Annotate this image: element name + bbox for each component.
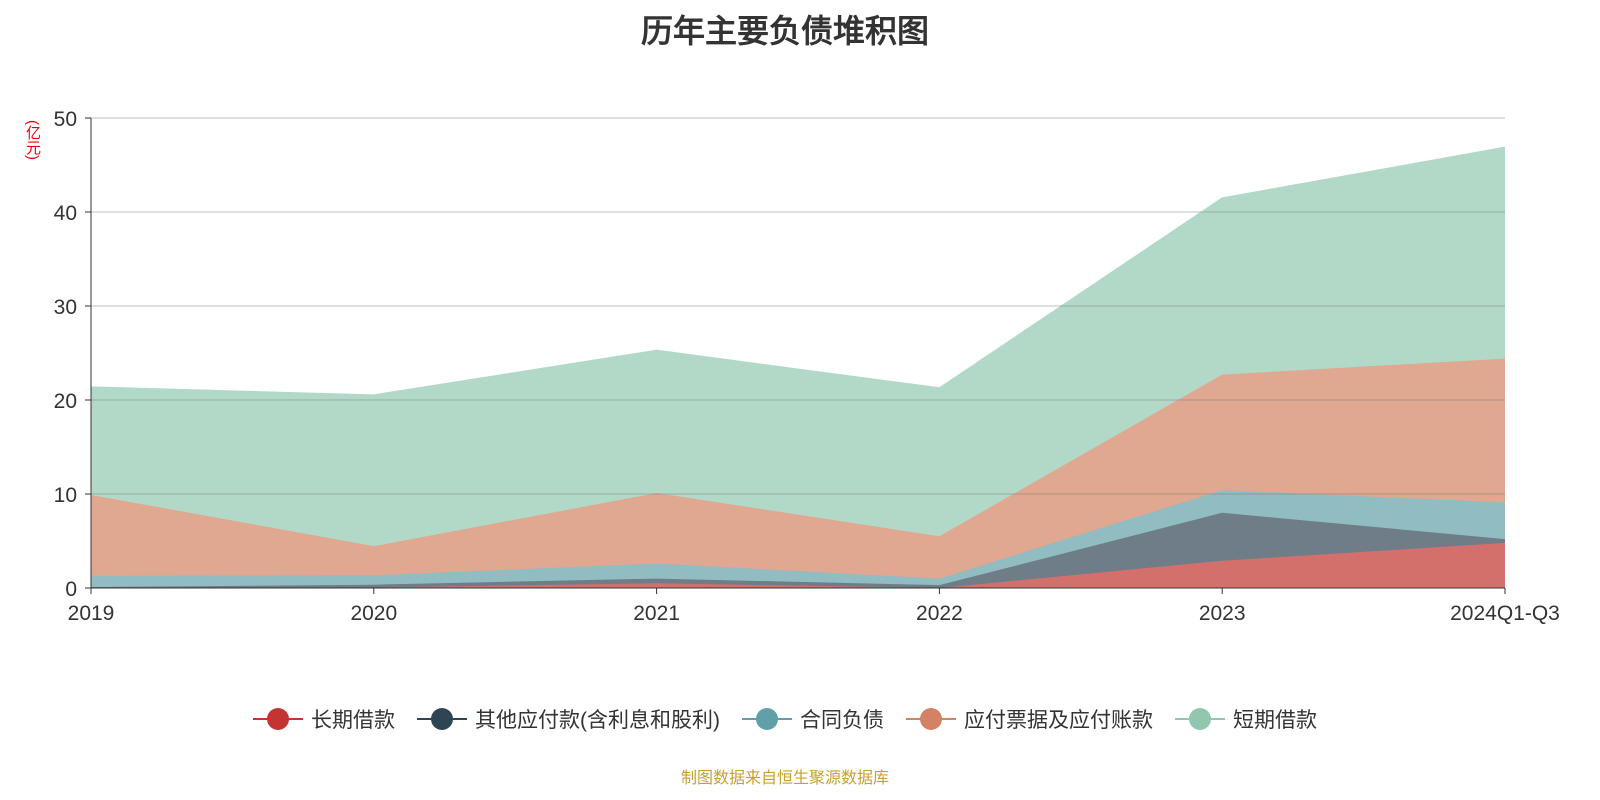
line-短期借款 — [90, 146, 1506, 396]
legend-label: 短期借款 — [1233, 709, 1317, 732]
legend-marker-icon — [1175, 707, 1225, 731]
x-tick-label: 2020 — [350, 602, 397, 625]
legend-label: 合同负债 — [800, 709, 884, 732]
legend-item[interactable]: 长期借款 — [253, 704, 395, 734]
x-tick-label: 2023 — [1199, 602, 1246, 625]
y-tick-label: 20 — [54, 390, 77, 413]
x-tick-label: 2022 — [916, 602, 963, 625]
area-长期借款 — [91, 542, 1505, 588]
legend-marker-icon — [906, 707, 956, 731]
area-应付票据及应付账款 — [91, 358, 1505, 579]
y-tick-label: 30 — [54, 296, 77, 319]
y-tick-label: 40 — [54, 202, 77, 225]
legend-item[interactable]: 合同负债 — [742, 704, 884, 734]
area-合同负债 — [91, 490, 1505, 588]
area-短期借款 — [91, 147, 1505, 547]
legend-marker-icon — [417, 707, 467, 731]
data-source: 制图数据来自恒生聚源数据库 — [680, 770, 889, 787]
legend-label: 其他应付款(含利息和股利) — [475, 709, 720, 732]
legend-marker-icon — [253, 707, 303, 731]
legend-label: 长期借款 — [311, 709, 395, 732]
legend-marker-icon — [742, 707, 792, 731]
x-tick-label: 2019 — [68, 602, 115, 625]
y-tick-label: 0 — [65, 578, 77, 601]
area-其他应付款(含利息和股利) — [91, 512, 1505, 588]
y-axis-unit: (亿元) — [24, 120, 41, 160]
x-tick-label: 2021 — [633, 602, 680, 625]
legend: 长期借款 其他应付款(含利息和股利) 合同负债 应付票据及应付账款 短期借款 — [0, 704, 1570, 734]
legend-item[interactable]: 其他应付款(含利息和股利) — [417, 704, 720, 734]
y-tick-label: 10 — [54, 484, 77, 507]
legend-item[interactable]: 应付票据及应付账款 — [906, 704, 1153, 734]
y-tick-label: 50 — [54, 108, 77, 131]
legend-item[interactable]: 短期借款 — [1175, 704, 1317, 734]
chart-title: 历年主要负债堆积图 — [640, 13, 929, 49]
legend-label: 应付票据及应付账款 — [964, 709, 1153, 732]
x-tick-label: 2024Q1-Q3 — [1450, 602, 1560, 625]
stacked-area-chart: 0 10 20 30 40 50 2019 2020 2021 2022 2023 2024Q1-Q3 — [54, 108, 1560, 625]
